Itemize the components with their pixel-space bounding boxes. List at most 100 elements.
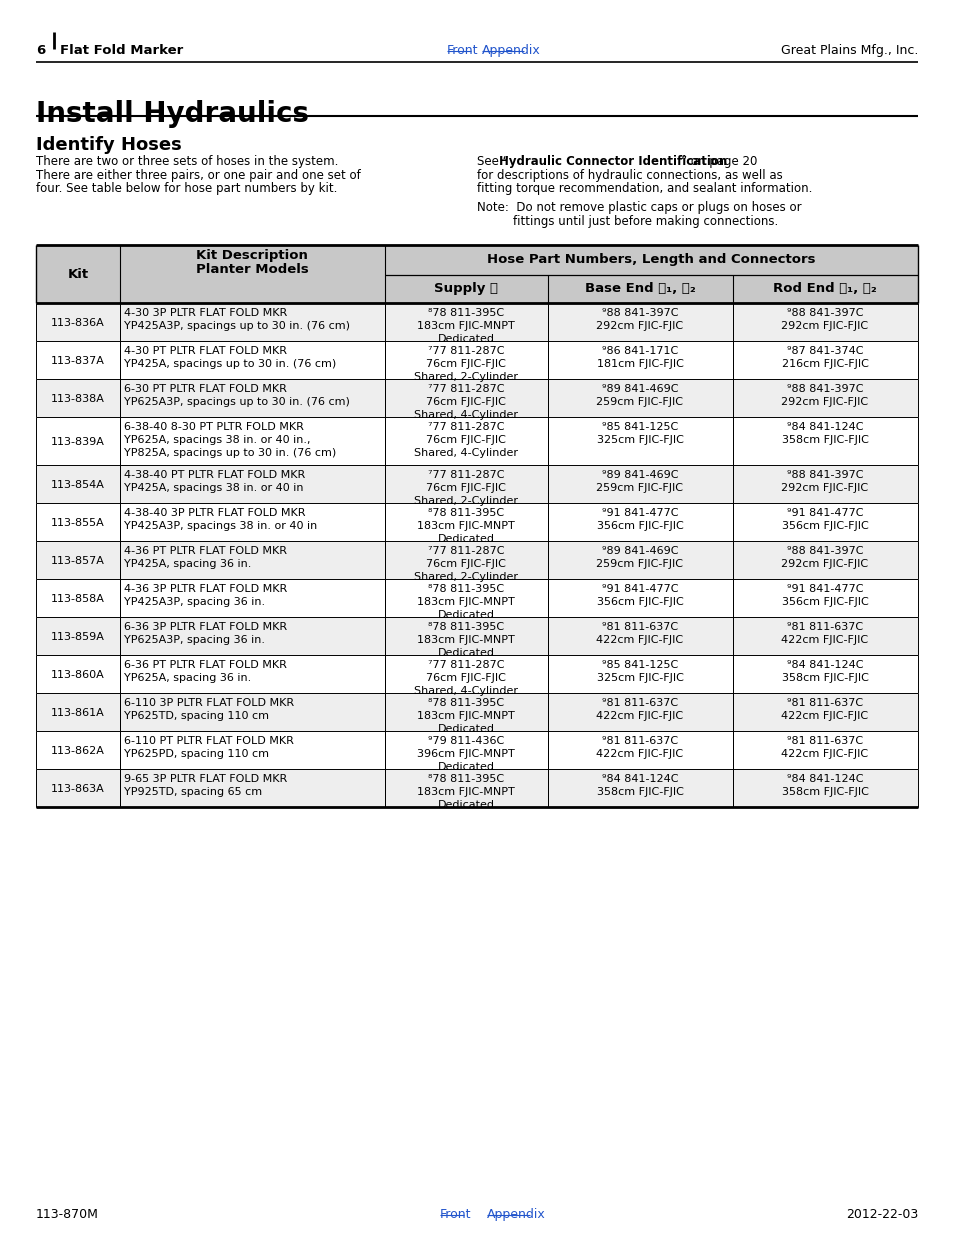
Text: 113-836A: 113-836A xyxy=(51,317,105,329)
Text: 396cm FJIC-MNPT: 396cm FJIC-MNPT xyxy=(416,748,515,760)
Text: Shared, 2-Cylinder: Shared, 2-Cylinder xyxy=(414,496,517,506)
Text: 356cm FJIC-FJIC: 356cm FJIC-FJIC xyxy=(596,597,682,606)
Text: See “: See “ xyxy=(476,156,508,168)
Text: 4-36 PT PLTR FLAT FOLD MKR: 4-36 PT PLTR FLAT FOLD MKR xyxy=(124,546,287,556)
Text: for descriptions of hydraulic connections, as well as: for descriptions of hydraulic connection… xyxy=(476,168,781,182)
Text: 113-857A: 113-857A xyxy=(51,556,105,566)
Bar xyxy=(36,693,917,731)
Text: YP425A, spacings up to 30 in. (76 cm): YP425A, spacings up to 30 in. (76 cm) xyxy=(124,359,335,369)
Text: Dedicated: Dedicated xyxy=(437,534,494,543)
Text: ⁹79 811-436C: ⁹79 811-436C xyxy=(428,736,503,746)
Text: 356cm FJIC-FJIC: 356cm FJIC-FJIC xyxy=(596,521,682,531)
Text: 76cm FJIC-FJIC: 76cm FJIC-FJIC xyxy=(426,359,505,369)
Text: 113-854A: 113-854A xyxy=(51,480,105,490)
Text: ⁸78 811-395C: ⁸78 811-395C xyxy=(428,622,503,632)
Text: 113-858A: 113-858A xyxy=(51,594,105,604)
Text: Dedicated: Dedicated xyxy=(437,800,494,810)
Text: ⁸78 811-395C: ⁸78 811-395C xyxy=(428,508,503,517)
Text: YP425A3P, spacings 38 in. or 40 in: YP425A3P, spacings 38 in. or 40 in xyxy=(124,521,317,531)
Text: ⁹84 841-124C: ⁹84 841-124C xyxy=(786,422,862,432)
Text: 292cm FJIC-FJIC: 292cm FJIC-FJIC xyxy=(781,321,867,331)
Text: Appendix: Appendix xyxy=(486,1208,545,1221)
Text: Appendix: Appendix xyxy=(481,44,540,57)
Text: ⁹85 841-125C: ⁹85 841-125C xyxy=(601,422,678,432)
Text: 113-855A: 113-855A xyxy=(51,517,105,529)
Text: 358cm FJIC-FJIC: 358cm FJIC-FJIC xyxy=(781,673,867,683)
Text: 358cm FJIC-FJIC: 358cm FJIC-FJIC xyxy=(596,787,682,797)
Text: 325cm FJIC-FJIC: 325cm FJIC-FJIC xyxy=(596,673,682,683)
Text: 356cm FJIC-FJIC: 356cm FJIC-FJIC xyxy=(781,521,867,531)
Text: 6: 6 xyxy=(36,44,45,57)
Text: Dedicated: Dedicated xyxy=(437,724,494,734)
Text: Front: Front xyxy=(439,1208,471,1221)
Text: Dedicated: Dedicated xyxy=(437,762,494,772)
Text: ⁸78 811-395C: ⁸78 811-395C xyxy=(428,584,503,594)
Text: 6-38-40 8-30 PT PLTR FOLD MKR: 6-38-40 8-30 PT PLTR FOLD MKR xyxy=(124,422,304,432)
Text: 9-65 3P PLTR FLAT FOLD MKR: 9-65 3P PLTR FLAT FOLD MKR xyxy=(124,774,287,784)
Text: 292cm FJIC-FJIC: 292cm FJIC-FJIC xyxy=(781,483,867,493)
Text: ⁹91 841-477C: ⁹91 841-477C xyxy=(601,508,678,517)
Text: YP425A, spacing 36 in.: YP425A, spacing 36 in. xyxy=(124,559,251,569)
Text: 422cm FJIC-FJIC: 422cm FJIC-FJIC xyxy=(781,748,867,760)
Text: There are two or three sets of hoses in the system.: There are two or three sets of hoses in … xyxy=(36,156,338,168)
Text: 422cm FJIC-FJIC: 422cm FJIC-FJIC xyxy=(781,635,867,645)
Text: ⁹91 841-477C: ⁹91 841-477C xyxy=(786,584,862,594)
Text: YP925TD, spacing 65 cm: YP925TD, spacing 65 cm xyxy=(124,787,262,797)
Text: ⁹81 811-637C: ⁹81 811-637C xyxy=(601,622,678,632)
Text: 6-110 PT PLTR FLAT FOLD MKR: 6-110 PT PLTR FLAT FOLD MKR xyxy=(124,736,294,746)
Text: 76cm FJIC-FJIC: 76cm FJIC-FJIC xyxy=(426,396,505,408)
Text: 259cm FJIC-FJIC: 259cm FJIC-FJIC xyxy=(596,559,682,569)
Bar xyxy=(36,618,917,655)
Text: ⁸78 811-395C: ⁸78 811-395C xyxy=(428,698,503,708)
Text: YP625A3P, spacings up to 30 in. (76 cm): YP625A3P, spacings up to 30 in. (76 cm) xyxy=(124,396,350,408)
Text: ⁷77 811-287C: ⁷77 811-287C xyxy=(427,384,504,394)
Text: Kit: Kit xyxy=(68,268,89,282)
Text: Shared, 2-Cylinder: Shared, 2-Cylinder xyxy=(414,372,517,382)
Bar xyxy=(36,541,917,579)
Text: ⁹84 841-124C: ⁹84 841-124C xyxy=(601,774,678,784)
Text: fittings until just before making connections.: fittings until just before making connec… xyxy=(513,215,778,228)
Text: YP825A, spacings up to 30 in. (76 cm): YP825A, spacings up to 30 in. (76 cm) xyxy=(124,448,335,458)
Text: There are either three pairs, or one pair and one set of: There are either three pairs, or one pai… xyxy=(36,168,360,182)
Text: 183cm FJIC-MNPT: 183cm FJIC-MNPT xyxy=(416,787,515,797)
Text: 113-863A: 113-863A xyxy=(51,784,105,794)
Text: ⁹88 841-397C: ⁹88 841-397C xyxy=(786,471,862,480)
Text: Base End Ⓡ₁, Ⓡ₂: Base End Ⓡ₁, Ⓡ₂ xyxy=(584,282,695,295)
Text: ⁹88 841-397C: ⁹88 841-397C xyxy=(786,546,862,556)
Text: ⁹89 841-469C: ⁹89 841-469C xyxy=(601,471,678,480)
Text: ⁹81 811-637C: ⁹81 811-637C xyxy=(786,736,862,746)
Text: ⁹88 841-397C: ⁹88 841-397C xyxy=(786,308,862,317)
Text: 422cm FJIC-FJIC: 422cm FJIC-FJIC xyxy=(596,748,683,760)
Text: fitting torque recommendation, and sealant information.: fitting torque recommendation, and seala… xyxy=(476,182,812,195)
Text: ⁹86 841-171C: ⁹86 841-171C xyxy=(601,346,678,356)
Text: ⁷77 811-287C: ⁷77 811-287C xyxy=(427,546,504,556)
Text: YP625TD, spacing 110 cm: YP625TD, spacing 110 cm xyxy=(124,711,269,721)
Text: ⁹91 841-477C: ⁹91 841-477C xyxy=(601,584,678,594)
Text: YP625PD, spacing 110 cm: YP625PD, spacing 110 cm xyxy=(124,748,269,760)
Bar xyxy=(36,503,917,541)
Text: 4-38-40 PT PLTR FLAT FOLD MKR: 4-38-40 PT PLTR FLAT FOLD MKR xyxy=(124,471,305,480)
Text: Install Hydraulics: Install Hydraulics xyxy=(36,100,309,128)
Text: Supply Ⓢ: Supply Ⓢ xyxy=(434,282,497,295)
Text: YP625A, spacings 38 in. or 40 in.,: YP625A, spacings 38 in. or 40 in., xyxy=(124,435,310,445)
Text: ⁹84 841-124C: ⁹84 841-124C xyxy=(786,774,862,784)
Text: 76cm FJIC-FJIC: 76cm FJIC-FJIC xyxy=(426,483,505,493)
Text: 113-838A: 113-838A xyxy=(51,394,105,404)
Text: 422cm FJIC-FJIC: 422cm FJIC-FJIC xyxy=(596,635,683,645)
Text: Shared, 4-Cylinder: Shared, 4-Cylinder xyxy=(414,685,517,697)
Text: Dedicated: Dedicated xyxy=(437,648,494,658)
Text: 183cm FJIC-MNPT: 183cm FJIC-MNPT xyxy=(416,635,515,645)
Text: Flat Fold Marker: Flat Fold Marker xyxy=(60,44,183,57)
Bar xyxy=(36,417,917,466)
Text: ⁷77 811-287C: ⁷77 811-287C xyxy=(427,422,504,432)
Text: 6-30 PT PLTR FLAT FOLD MKR: 6-30 PT PLTR FLAT FOLD MKR xyxy=(124,384,287,394)
Text: ⁸78 811-395C: ⁸78 811-395C xyxy=(428,308,503,317)
Text: Hose Part Numbers, Length and Connectors: Hose Part Numbers, Length and Connectors xyxy=(486,253,815,266)
Text: 6-36 3P PLTR FLAT FOLD MKR: 6-36 3P PLTR FLAT FOLD MKR xyxy=(124,622,287,632)
Text: Front: Front xyxy=(447,44,478,57)
Text: Shared, 4-Cylinder: Shared, 4-Cylinder xyxy=(414,448,517,458)
Text: ⁹85 841-125C: ⁹85 841-125C xyxy=(601,659,678,671)
Text: Hydraulic Connector Identification: Hydraulic Connector Identification xyxy=(498,156,726,168)
Text: ⁹81 811-637C: ⁹81 811-637C xyxy=(601,736,678,746)
Text: 183cm FJIC-MNPT: 183cm FJIC-MNPT xyxy=(416,321,515,331)
